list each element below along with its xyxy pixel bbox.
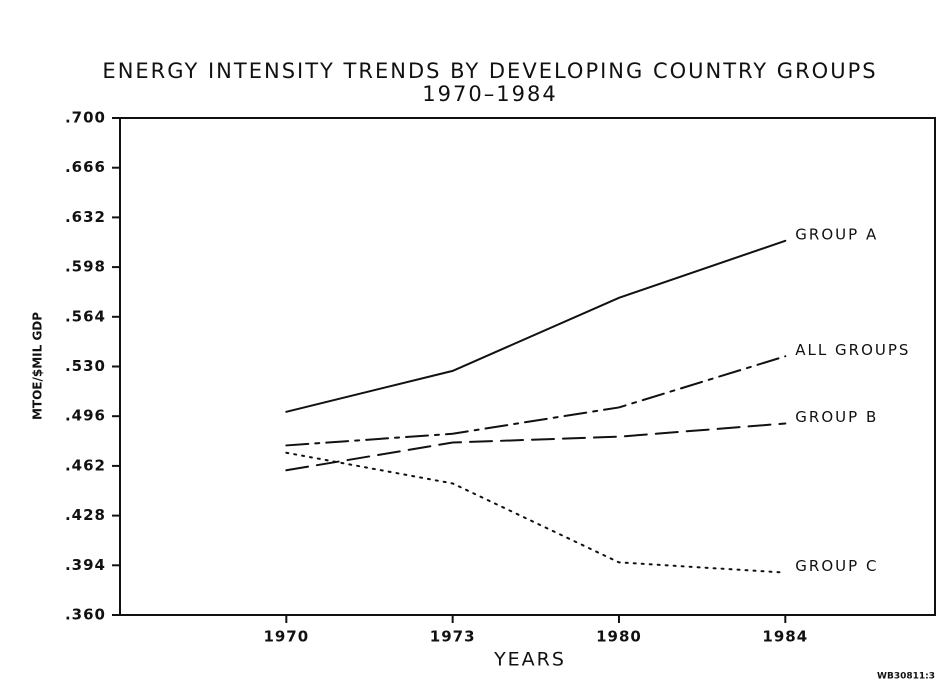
chart-subtitle: 1970–1984 (422, 82, 557, 106)
note: WB30811:3 (877, 672, 935, 682)
x-tick-label: 1984 (762, 628, 808, 646)
series-label: GROUP C (795, 557, 878, 575)
y-tick-label: .496 (65, 407, 106, 425)
y-tick-label: .530 (65, 357, 106, 375)
plot-frame (119, 117, 936, 616)
chart-title: ENERGY INTENSITY TRENDS BY DEVELOPING CO… (102, 59, 877, 83)
y-tick-label: .462 (65, 456, 106, 474)
y-tick-label: .564 (65, 307, 106, 325)
y-tick-label: .700 (65, 109, 106, 127)
y-tick-label: .632 (65, 208, 106, 226)
x-axis-label: YEARS (493, 649, 566, 671)
series-line (285, 239, 787, 413)
y-tick-label: .428 (65, 506, 106, 524)
series-label: GROUP B (795, 408, 878, 426)
y-tick-label: .666 (65, 158, 106, 176)
y-axis-label: MTOE/$MIL GDP (31, 312, 45, 420)
series-line (285, 355, 787, 447)
series-label: ALL GROUPS (795, 341, 910, 359)
series-label: GROUP A (795, 225, 878, 243)
y-tick-label: .394 (65, 556, 106, 574)
y-tick-label: .360 (65, 606, 106, 624)
series-line (285, 422, 787, 472)
x-tick-label: 1970 (263, 628, 309, 646)
x-tick-label: 1973 (430, 628, 476, 646)
x-tick-label: 1980 (596, 628, 642, 646)
series-line (285, 451, 787, 574)
y-tick-label: .598 (65, 258, 106, 276)
